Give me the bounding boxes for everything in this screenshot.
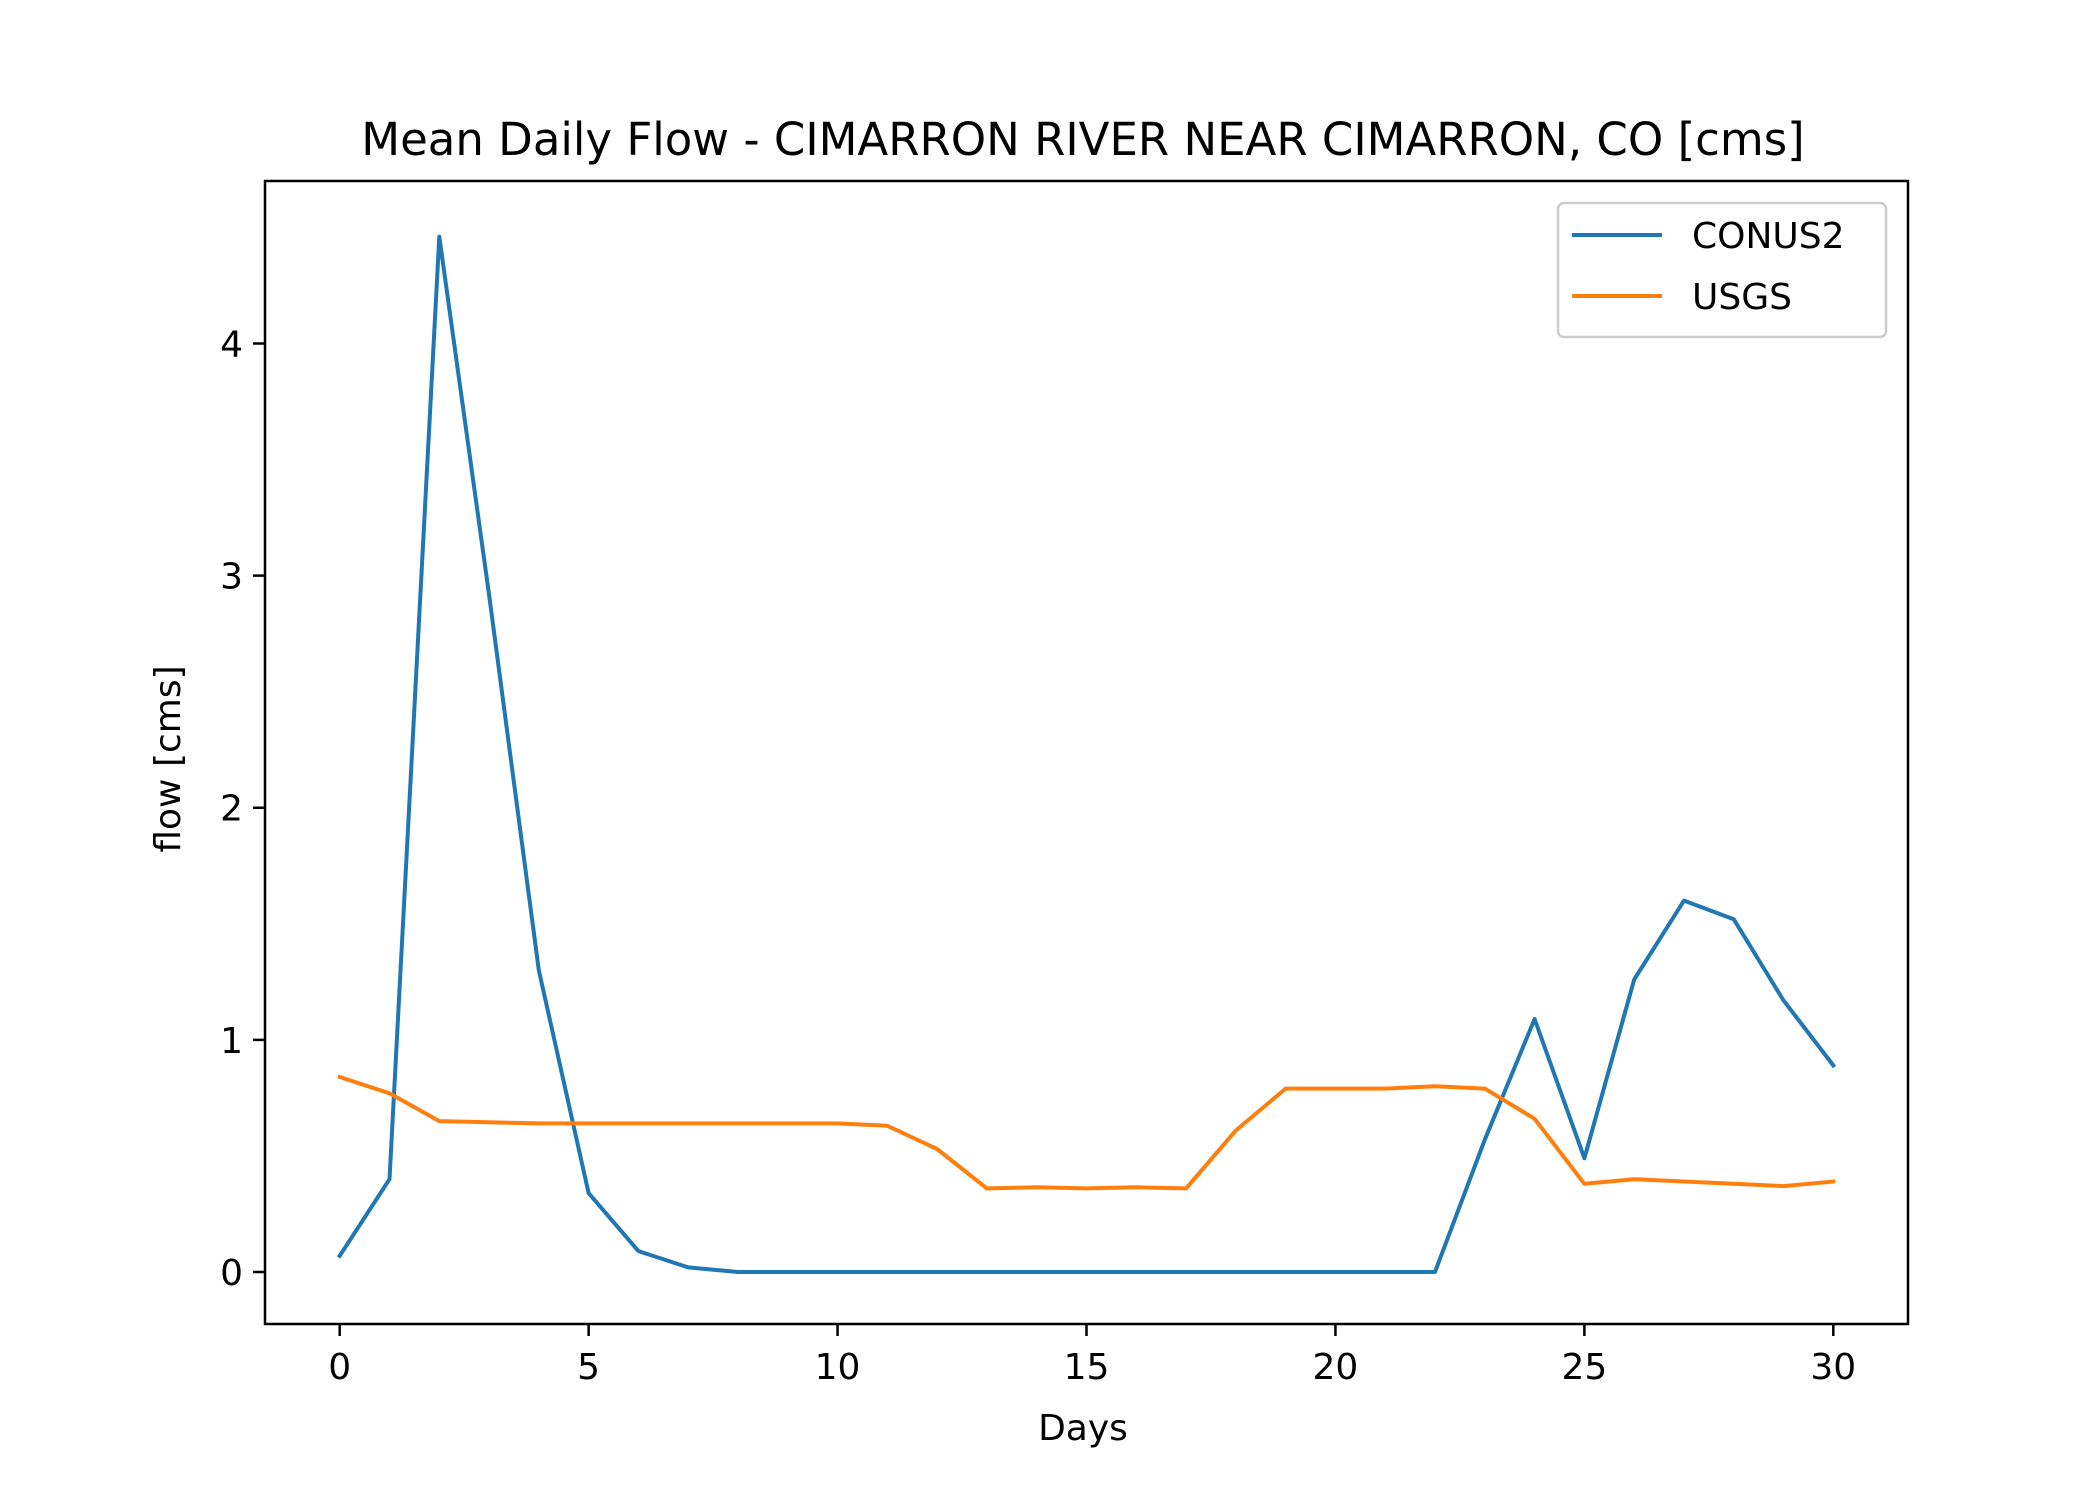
plot-frame: [263, 179, 1910, 1326]
y-tick-label: 1: [220, 1021, 243, 1062]
x-tick-label: 25: [1561, 1347, 1607, 1388]
x-tick-label: 30: [1810, 1347, 1856, 1388]
legend-label-conus2: CONUS2: [1692, 216, 1845, 257]
x-tick-label: 15: [1064, 1347, 1110, 1388]
y-tick-label: 2: [220, 789, 243, 830]
x-tick-label: 5: [577, 1347, 600, 1388]
series-line-usgs: [337, 1074, 1836, 1191]
legend: CONUS2 USGS: [1556, 201, 1888, 339]
chart-title: Mean Daily Flow - CIMARRON RIVER NEAR CI…: [361, 113, 1804, 166]
y-axis: 0 1 2 3 4: [220, 324, 265, 1294]
y-tick-label: 3: [220, 557, 243, 598]
x-tick-label: 0: [328, 1347, 351, 1388]
y-tick-label: 0: [220, 1253, 243, 1294]
series-lines: [336, 234, 1837, 1274]
series-line-conus2: [336, 234, 1837, 1274]
x-axis-label: Days: [1038, 1408, 1128, 1449]
x-tick-label: 10: [815, 1347, 861, 1388]
x-tick-label: 20: [1313, 1347, 1359, 1388]
x-axis: 0 5 10 15 20 25 30: [328, 1324, 1856, 1388]
y-tick-label: 4: [220, 324, 243, 365]
y-axis-label: flow [cms]: [148, 665, 189, 852]
legend-label-usgs: USGS: [1692, 277, 1792, 318]
